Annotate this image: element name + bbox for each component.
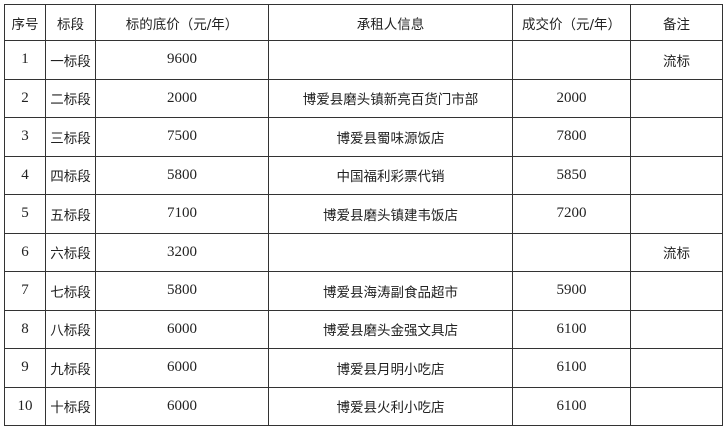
table-row: 3 三标段 7500 博爱县蜀味源饭店 7800 xyxy=(4,117,723,157)
row-number-cell: 1 xyxy=(4,40,46,80)
section-name-cell: 二标段 xyxy=(45,78,96,118)
remark-cell: 流标 xyxy=(630,40,723,80)
header-base-price: 标的底价（元/年） xyxy=(95,4,269,41)
table-row: 9 九标段 6000 博爱县月明小吃店 6100 xyxy=(4,348,723,388)
base-price-cell: 6000 xyxy=(95,386,269,426)
remark-cell xyxy=(630,348,723,388)
section-name-cell: 六标段 xyxy=(45,232,96,272)
remark-cell xyxy=(630,117,723,157)
header-deal-price: 成交价（元/年） xyxy=(512,4,631,41)
table-row: 6 六标段 3200 流标 xyxy=(4,232,723,272)
remark-cell xyxy=(630,78,723,118)
row-number-cell: 7 xyxy=(4,271,46,311)
header-no: 序号 xyxy=(4,4,46,41)
deal-price-cell: 7200 xyxy=(512,194,631,234)
remark-cell xyxy=(630,271,723,311)
base-price-cell: 2000 xyxy=(95,78,269,118)
deal-price-cell: 2000 xyxy=(512,78,631,118)
table-row: 5 五标段 7100 博爱县磨头镇建韦饭店 7200 xyxy=(4,194,723,234)
deal-price-cell xyxy=(512,232,631,272)
header-row: 序号 标段 标的底价（元/年） 承租人信息 成交价（元/年） 备注 xyxy=(4,4,723,41)
table-row: 7 七标段 5800 博爱县海涛副食品超市 5900 xyxy=(4,271,723,311)
header-lessee: 承租人信息 xyxy=(268,4,513,41)
base-price-cell: 9600 xyxy=(95,40,269,80)
lessee-info-cell xyxy=(268,232,513,272)
row-number-cell: 10 xyxy=(4,386,46,426)
remark-cell xyxy=(630,194,723,234)
base-price-cell: 5800 xyxy=(95,155,269,195)
lessee-info-cell: 博爱县磨头镇新亮百货门市部 xyxy=(268,78,513,118)
lessee-info-cell xyxy=(268,40,513,80)
row-number-cell: 5 xyxy=(4,194,46,234)
deal-price-cell: 5850 xyxy=(512,155,631,195)
row-number-cell: 2 xyxy=(4,78,46,118)
header-section: 标段 xyxy=(45,4,96,41)
row-number-cell: 4 xyxy=(4,155,46,195)
lessee-info-cell: 博爱县海涛副食品超市 xyxy=(268,271,513,311)
row-number-cell: 6 xyxy=(4,232,46,272)
base-price-cell: 5800 xyxy=(95,271,269,311)
table-row: 1 一标段 9600 流标 xyxy=(4,40,723,80)
deal-price-cell: 7800 xyxy=(512,117,631,157)
section-name-cell: 三标段 xyxy=(45,117,96,157)
deal-price-cell: 6100 xyxy=(512,309,631,349)
base-price-cell: 6000 xyxy=(95,348,269,388)
base-price-cell: 3200 xyxy=(95,232,269,272)
section-name-cell: 四标段 xyxy=(45,155,96,195)
bid-results-table: 序号 标段 标的底价（元/年） 承租人信息 成交价（元/年） 备注 1 一标段 96… xyxy=(4,4,723,426)
section-name-cell: 七标段 xyxy=(45,271,96,311)
row-number-cell: 3 xyxy=(4,117,46,157)
lessee-info-cell: 博爱县火利小吃店 xyxy=(268,386,513,426)
remark-cell: 流标 xyxy=(630,232,723,272)
section-name-cell: 八标段 xyxy=(45,309,96,349)
lessee-info-cell: 博爱县蜀味源饭店 xyxy=(268,117,513,157)
header-remark: 备注 xyxy=(630,4,723,41)
base-price-cell: 6000 xyxy=(95,309,269,349)
deal-price-cell xyxy=(512,40,631,80)
table-row: 2 二标段 2000 博爱县磨头镇新亮百货门市部 2000 xyxy=(4,78,723,118)
table-row: 4 四标段 5800 中国福利彩票代销 5850 xyxy=(4,155,723,195)
deal-price-cell: 6100 xyxy=(512,348,631,388)
row-number-cell: 8 xyxy=(4,309,46,349)
remark-cell xyxy=(630,309,723,349)
deal-price-cell: 5900 xyxy=(512,271,631,311)
remark-cell xyxy=(630,155,723,195)
section-name-cell: 九标段 xyxy=(45,348,96,388)
section-name-cell: 五标段 xyxy=(45,194,96,234)
row-number-cell: 9 xyxy=(4,348,46,388)
section-name-cell: 十标段 xyxy=(45,386,96,426)
deal-price-cell: 6100 xyxy=(512,386,631,426)
table-row: 8 八标段 6000 博爱县磨头金强文具店 6100 xyxy=(4,309,723,349)
lessee-info-cell: 博爱县月明小吃店 xyxy=(268,348,513,388)
lessee-info-cell: 博爱县磨头镇建韦饭店 xyxy=(268,194,513,234)
remark-cell xyxy=(630,386,723,426)
base-price-cell: 7100 xyxy=(95,194,269,234)
lessee-info-cell: 中国福利彩票代销 xyxy=(268,155,513,195)
section-name-cell: 一标段 xyxy=(45,40,96,80)
base-price-cell: 7500 xyxy=(95,117,269,157)
table-row: 10 十标段 6000 博爱县火利小吃店 6100 xyxy=(4,386,723,426)
lessee-info-cell: 博爱县磨头金强文具店 xyxy=(268,309,513,349)
